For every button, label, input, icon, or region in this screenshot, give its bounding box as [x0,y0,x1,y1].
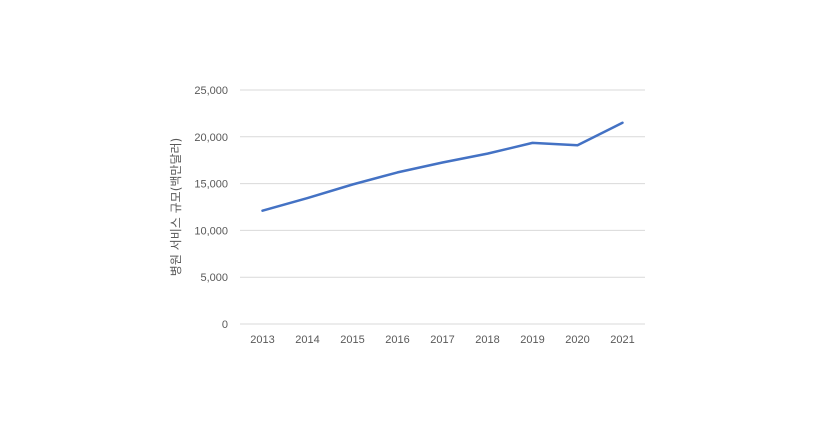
y-tick-label: 10,000 [194,225,228,237]
x-tick-label: 2019 [520,334,544,346]
x-tick-label: 2018 [475,334,499,346]
y-tick-label: 5,000 [200,272,228,284]
x-tick-label: 2017 [430,334,454,346]
gridlines [240,89,645,325]
x-tick-label: 2014 [295,334,319,346]
y-tick-label: 15,000 [194,179,228,191]
x-tick-label: 2013 [250,334,274,346]
series-line [261,121,624,212]
x-tick-label: 2021 [610,334,634,346]
y-tick-label: 25,000 [194,85,228,97]
x-tick-label: 2016 [385,334,409,346]
series-group [261,121,624,212]
y-tick-label: 20,000 [194,132,228,144]
y-axis-label: 병원 서비스 규모(백만달러) [169,138,183,276]
y-axis-ticks: 0 5,000 10,000 15,000 20,000 25,000 [194,85,228,331]
y-tick-label: 0 [222,319,228,331]
x-tick-label: 2015 [340,334,364,346]
x-axis-ticks: 2013 2014 2015 2016 2017 2018 2019 2020 2021 [250,334,634,346]
x-tick-label: 2020 [565,334,589,346]
